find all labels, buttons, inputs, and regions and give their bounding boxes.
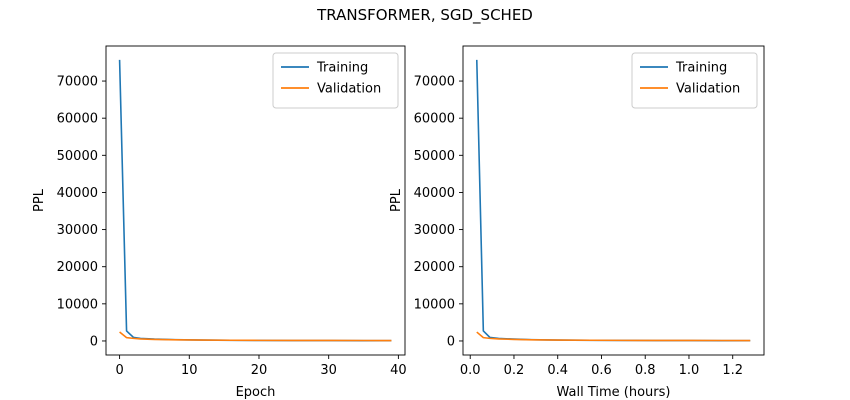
series-line-validation	[119, 331, 392, 342]
y-tick-label: 60000	[57, 112, 98, 127]
y-tick-label: 20000	[57, 260, 98, 275]
y-tick-label: 30000	[414, 223, 455, 238]
y-tick-label: 10000	[414, 297, 455, 312]
x-tick-label: 1.2	[722, 363, 743, 378]
x-tick-label: 30	[320, 363, 337, 378]
x-axis-label: Wall Time (hours)	[557, 385, 671, 400]
legend: Training Validation	[631, 52, 758, 109]
y-tick-label: 50000	[57, 149, 98, 164]
series-line-validation	[476, 331, 751, 342]
y-tick-label: 30000	[57, 223, 98, 238]
right-chart-panel: 0.0 0.2 0.4 0.6 0.8 1.0 1.2 0 10000 20000 30000 400…	[389, 45, 765, 400]
y-tick-label: 40000	[57, 186, 98, 201]
y-tick-label: 20000	[414, 260, 455, 275]
x-axis-label: Epoch	[236, 385, 276, 400]
y-axis-label: PPL	[32, 188, 47, 212]
figure-title: TRANSFORMER, SGD_SCHED	[316, 6, 533, 25]
x-tick-label: 0	[115, 363, 123, 378]
x-tick-label: 0.4	[547, 363, 568, 378]
x-tick-label: 1.0	[679, 363, 700, 378]
legend: Training Validation	[272, 52, 399, 109]
y-tick-label: 50000	[414, 149, 455, 164]
y-tick-label: 10000	[57, 297, 98, 312]
x-tick-label: 0.2	[504, 363, 525, 378]
plot-frame	[105, 45, 406, 356]
y-tick-label: 70000	[57, 75, 98, 90]
y-tick-label: 60000	[414, 112, 455, 127]
x-tick-label: 0.6	[591, 363, 612, 378]
legend-label-validation: Validation	[317, 82, 381, 97]
left-chart-panel: 0 10 20 30 40 0 10000 20000 30000 40000 50000 60000…	[32, 45, 407, 400]
x-tick-label: 20	[251, 363, 268, 378]
y-tick-label: 0	[90, 334, 98, 349]
legend-label-validation: Validation	[676, 82, 740, 97]
y-tick-label: 70000	[414, 75, 455, 90]
x-tick-label: 0.8	[635, 363, 656, 378]
x-tick-label: 10	[181, 363, 198, 378]
legend-label-training: Training	[316, 61, 368, 76]
y-axis-label: PPL	[389, 188, 404, 212]
y-tick-label: 40000	[414, 186, 455, 201]
x-tick-label: 0.0	[460, 363, 481, 378]
legend-label-training: Training	[675, 61, 727, 76]
x-tick-label: 40	[390, 363, 407, 378]
plot-frame	[462, 45, 765, 356]
y-tick-label: 0	[447, 334, 455, 349]
